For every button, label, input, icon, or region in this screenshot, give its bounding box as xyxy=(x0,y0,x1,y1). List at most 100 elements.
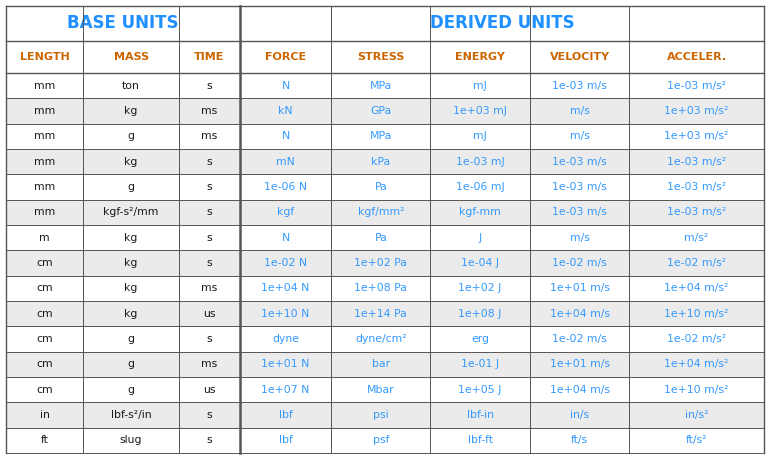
Text: mm: mm xyxy=(34,207,55,217)
Text: 1e-06 mJ: 1e-06 mJ xyxy=(456,182,504,192)
Text: 1e-03 m/s: 1e-03 m/s xyxy=(552,157,607,167)
Text: 1e+03 mJ: 1e+03 mJ xyxy=(454,106,507,116)
Text: g: g xyxy=(128,385,135,395)
Text: 1e-03 m/s²: 1e-03 m/s² xyxy=(667,207,726,217)
Text: N: N xyxy=(282,233,290,243)
Bar xyxy=(6,123,764,149)
Text: 1e+04 m/s: 1e+04 m/s xyxy=(550,308,610,319)
Text: kg: kg xyxy=(125,157,138,167)
Text: cm: cm xyxy=(36,385,53,395)
Text: STRESS: STRESS xyxy=(357,52,404,62)
Text: ms: ms xyxy=(201,131,217,141)
Text: mm: mm xyxy=(34,157,55,167)
Text: s: s xyxy=(206,207,213,217)
Text: 1e-04 J: 1e-04 J xyxy=(461,258,499,268)
Text: mm: mm xyxy=(34,106,55,116)
Text: ACCELER.: ACCELER. xyxy=(667,52,727,62)
Text: kg: kg xyxy=(125,283,138,293)
Bar xyxy=(6,250,764,276)
Text: kgf-mm: kgf-mm xyxy=(459,207,501,217)
Bar xyxy=(6,403,764,428)
Bar xyxy=(6,6,764,41)
Text: 1e-03 m/s: 1e-03 m/s xyxy=(552,81,607,91)
Bar xyxy=(6,73,764,98)
Text: lbf: lbf xyxy=(279,410,293,420)
Text: m/s: m/s xyxy=(570,106,590,116)
Text: m/s: m/s xyxy=(570,233,590,243)
Text: 1e+01 m/s: 1e+01 m/s xyxy=(550,359,610,369)
Text: s: s xyxy=(206,334,213,344)
Text: s: s xyxy=(206,81,213,91)
Text: 1e-03 mJ: 1e-03 mJ xyxy=(456,157,504,167)
Text: bar: bar xyxy=(372,359,390,369)
Text: in/s²: in/s² xyxy=(685,410,708,420)
Text: kgf: kgf xyxy=(277,207,294,217)
Text: ms: ms xyxy=(201,359,217,369)
Text: s: s xyxy=(206,410,213,420)
Text: psi: psi xyxy=(373,410,389,420)
Text: us: us xyxy=(203,385,216,395)
Text: Mbar: Mbar xyxy=(367,385,394,395)
Text: 1e-02 m/s: 1e-02 m/s xyxy=(552,258,607,268)
Text: kgf-s²/mm: kgf-s²/mm xyxy=(103,207,159,217)
Text: g: g xyxy=(128,334,135,344)
Bar xyxy=(6,41,764,73)
Text: 1e-02 N: 1e-02 N xyxy=(264,258,307,268)
Text: ft: ft xyxy=(41,435,49,445)
Bar xyxy=(6,352,764,377)
Text: 1e-03 m/s²: 1e-03 m/s² xyxy=(667,81,726,91)
Text: kPa: kPa xyxy=(371,157,390,167)
Text: s: s xyxy=(206,182,213,192)
Text: 1e-06 N: 1e-06 N xyxy=(264,182,307,192)
Text: MASS: MASS xyxy=(113,52,149,62)
Bar xyxy=(6,225,764,250)
Text: Pa: Pa xyxy=(374,233,387,243)
Text: 1e+04 m/s: 1e+04 m/s xyxy=(550,385,610,395)
Bar xyxy=(6,326,764,352)
Text: cm: cm xyxy=(36,283,53,293)
Bar xyxy=(6,174,764,200)
Text: 1e-03 m/s: 1e-03 m/s xyxy=(552,207,607,217)
Text: lbf-ft: lbf-ft xyxy=(467,435,493,445)
Text: cm: cm xyxy=(36,334,53,344)
Text: lbf-s²/in: lbf-s²/in xyxy=(111,410,152,420)
Text: us: us xyxy=(203,308,216,319)
Bar xyxy=(6,149,764,174)
Text: mm: mm xyxy=(34,182,55,192)
Text: in/s: in/s xyxy=(570,410,589,420)
Text: 1e-02 m/s²: 1e-02 m/s² xyxy=(667,334,726,344)
Text: cm: cm xyxy=(36,359,53,369)
Text: cm: cm xyxy=(36,258,53,268)
Text: VELOCITY: VELOCITY xyxy=(550,52,610,62)
Text: 1e+01 N: 1e+01 N xyxy=(262,359,310,369)
Text: 1e+05 J: 1e+05 J xyxy=(458,385,502,395)
Text: erg: erg xyxy=(471,334,489,344)
Text: mN: mN xyxy=(276,157,295,167)
Text: mJ: mJ xyxy=(474,131,487,141)
Text: TIME: TIME xyxy=(194,52,225,62)
Text: kg: kg xyxy=(125,258,138,268)
Text: 1e-03 m/s: 1e-03 m/s xyxy=(552,182,607,192)
Text: FORCE: FORCE xyxy=(265,52,306,62)
Text: 1e+14 Pa: 1e+14 Pa xyxy=(354,308,407,319)
Text: 1e+04 m/s²: 1e+04 m/s² xyxy=(665,359,729,369)
Text: dyne/cm²: dyne/cm² xyxy=(355,334,407,344)
Text: 1e-02 m/s: 1e-02 m/s xyxy=(552,334,607,344)
Text: 1e+04 N: 1e+04 N xyxy=(262,283,310,293)
Text: s: s xyxy=(206,258,213,268)
Text: kg: kg xyxy=(125,308,138,319)
Text: lbf: lbf xyxy=(279,435,293,445)
Text: kgf/mm²: kgf/mm² xyxy=(357,207,404,217)
Text: ms: ms xyxy=(201,283,217,293)
Text: mJ: mJ xyxy=(474,81,487,91)
Text: ENERGY: ENERGY xyxy=(455,52,505,62)
Text: m/s²: m/s² xyxy=(685,233,708,243)
Text: BASE UNITS: BASE UNITS xyxy=(67,15,179,33)
Bar xyxy=(6,98,764,123)
Text: s: s xyxy=(206,157,213,167)
Text: 1e+01 m/s: 1e+01 m/s xyxy=(550,283,610,293)
Text: 1e-03 m/s²: 1e-03 m/s² xyxy=(667,157,726,167)
Text: MPa: MPa xyxy=(370,81,392,91)
Text: mm: mm xyxy=(34,81,55,91)
Text: N: N xyxy=(282,81,290,91)
